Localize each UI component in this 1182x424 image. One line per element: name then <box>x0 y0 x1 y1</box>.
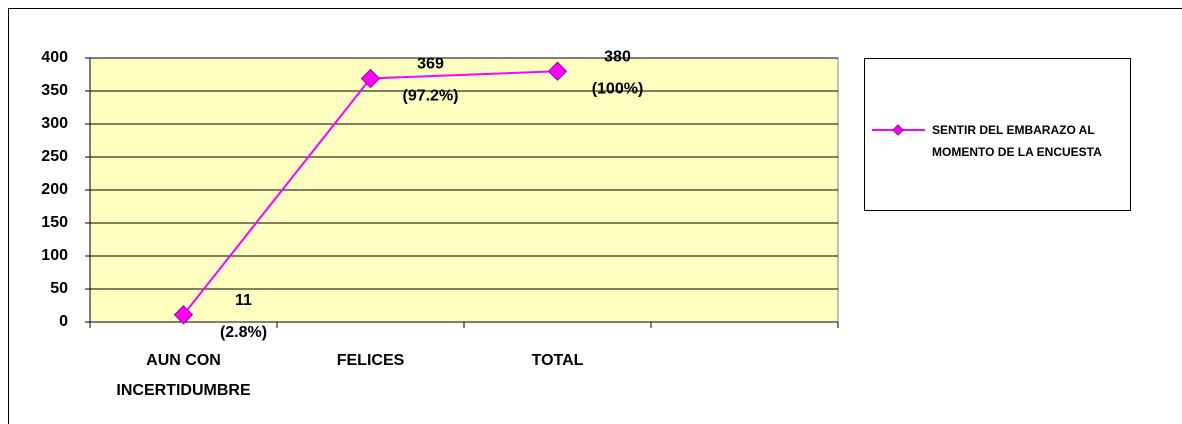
y-tick-label: 350 <box>41 82 68 99</box>
data-label: 11 <box>235 292 252 309</box>
x-tick-label: FELICES <box>336 352 405 369</box>
data-point <box>360 68 381 89</box>
data-label: 369 <box>417 56 444 73</box>
y-tick-label: 400 <box>41 49 68 66</box>
y-tick-label: 150 <box>41 214 68 231</box>
y-tick-label: 0 <box>59 313 68 330</box>
data-label-percent: (100%) <box>592 80 644 97</box>
legend-label: SENTIR DEL EMBARAZO AL MOMENTO DE LA ENC… <box>932 123 1102 159</box>
legend-marker <box>892 124 904 136</box>
y-tick-label: 200 <box>41 181 68 198</box>
y-tick-label: 300 <box>41 115 68 132</box>
data-point <box>547 61 568 81</box>
legend-box <box>864 58 1131 211</box>
x-tick-label: AUN CON INCERTIDUMBRE <box>116 352 251 399</box>
data-label-percent: (2.8%) <box>220 324 267 341</box>
data-label: 380 <box>604 48 631 65</box>
x-tick-label: TOTAL <box>531 352 584 369</box>
y-tick-label: 100 <box>41 247 68 264</box>
data-point <box>173 305 194 325</box>
y-tick-label: 250 <box>41 148 68 165</box>
y-tick-label: 50 <box>50 280 68 297</box>
data-label-percent: (97.2%) <box>402 88 458 105</box>
